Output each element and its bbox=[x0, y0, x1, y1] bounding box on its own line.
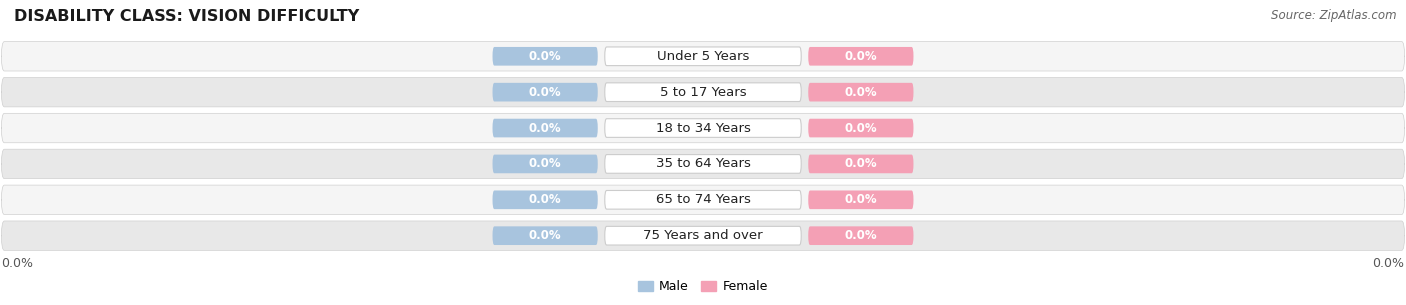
Text: 0.0%: 0.0% bbox=[529, 50, 561, 63]
FancyBboxPatch shape bbox=[605, 47, 801, 66]
FancyBboxPatch shape bbox=[1, 221, 1405, 250]
Text: Under 5 Years: Under 5 Years bbox=[657, 50, 749, 63]
Text: 0.0%: 0.0% bbox=[845, 157, 877, 170]
FancyBboxPatch shape bbox=[1, 149, 1405, 179]
Text: 0.0%: 0.0% bbox=[845, 229, 877, 242]
FancyBboxPatch shape bbox=[1, 41, 1405, 71]
Text: 0.0%: 0.0% bbox=[845, 50, 877, 63]
FancyBboxPatch shape bbox=[492, 191, 598, 209]
Text: 35 to 64 Years: 35 to 64 Years bbox=[655, 157, 751, 170]
Text: 0.0%: 0.0% bbox=[529, 157, 561, 170]
Text: 0.0%: 0.0% bbox=[845, 122, 877, 135]
Text: 0.0%: 0.0% bbox=[1372, 257, 1405, 270]
FancyBboxPatch shape bbox=[605, 119, 801, 137]
Text: 75 Years and over: 75 Years and over bbox=[643, 229, 763, 242]
Text: 0.0%: 0.0% bbox=[529, 86, 561, 99]
Text: DISABILITY CLASS: VISION DIFFICULTY: DISABILITY CLASS: VISION DIFFICULTY bbox=[14, 9, 360, 24]
Text: 65 to 74 Years: 65 to 74 Years bbox=[655, 193, 751, 206]
Text: 0.0%: 0.0% bbox=[529, 229, 561, 242]
Text: 0.0%: 0.0% bbox=[1, 257, 34, 270]
FancyBboxPatch shape bbox=[808, 155, 914, 173]
FancyBboxPatch shape bbox=[492, 47, 598, 66]
Text: 0.0%: 0.0% bbox=[845, 86, 877, 99]
Text: 0.0%: 0.0% bbox=[529, 193, 561, 206]
FancyBboxPatch shape bbox=[1, 77, 1405, 107]
Text: 0.0%: 0.0% bbox=[529, 122, 561, 135]
FancyBboxPatch shape bbox=[1, 113, 1405, 143]
FancyBboxPatch shape bbox=[808, 226, 914, 245]
FancyBboxPatch shape bbox=[492, 83, 598, 102]
Text: 5 to 17 Years: 5 to 17 Years bbox=[659, 86, 747, 99]
FancyBboxPatch shape bbox=[808, 47, 914, 66]
FancyBboxPatch shape bbox=[808, 191, 914, 209]
FancyBboxPatch shape bbox=[605, 155, 801, 173]
FancyBboxPatch shape bbox=[605, 83, 801, 102]
Text: 0.0%: 0.0% bbox=[845, 193, 877, 206]
FancyBboxPatch shape bbox=[808, 83, 914, 102]
FancyBboxPatch shape bbox=[808, 119, 914, 137]
FancyBboxPatch shape bbox=[492, 226, 598, 245]
FancyBboxPatch shape bbox=[492, 155, 598, 173]
FancyBboxPatch shape bbox=[605, 191, 801, 209]
Text: 18 to 34 Years: 18 to 34 Years bbox=[655, 122, 751, 135]
Text: Source: ZipAtlas.com: Source: ZipAtlas.com bbox=[1271, 9, 1396, 22]
FancyBboxPatch shape bbox=[1, 185, 1405, 214]
Legend: Male, Female: Male, Female bbox=[633, 275, 773, 298]
FancyBboxPatch shape bbox=[605, 226, 801, 245]
FancyBboxPatch shape bbox=[492, 119, 598, 137]
